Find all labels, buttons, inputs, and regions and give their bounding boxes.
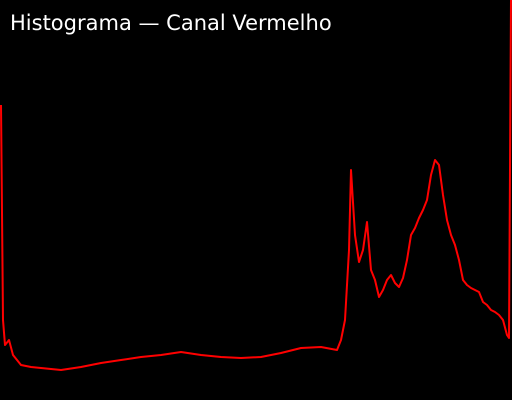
histogram-line [0, 0, 512, 371]
chart-title: Histograma — Canal Vermelho [10, 11, 332, 35]
